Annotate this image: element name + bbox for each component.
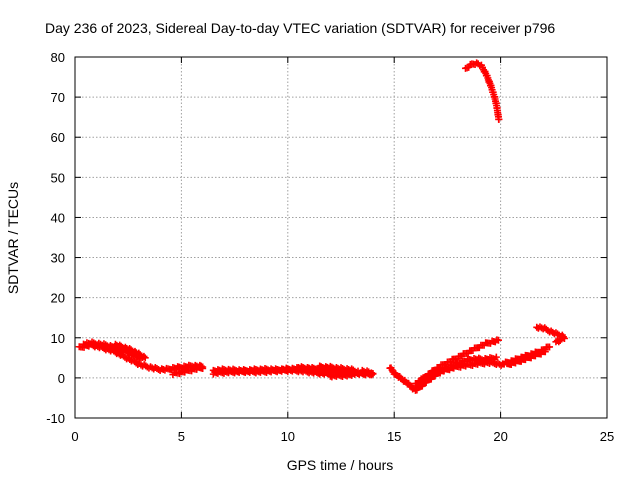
chart-title: Day 236 of 2023, Sidereal Day-to-day VTE… [45,20,555,36]
data-point [492,353,500,361]
data-point [199,365,207,373]
y-tick-label: 0 [58,371,65,386]
series-sdtvar [75,59,568,394]
x-tick-label: 15 [387,429,401,444]
x-tick-label: 25 [600,429,614,444]
data-point [348,371,356,379]
data-segment [358,366,377,379]
data-point [541,348,549,356]
x-tick-label: 10 [281,429,295,444]
data-segment [326,370,356,381]
y-tick-label: 40 [51,210,65,225]
y-tick-label: 20 [51,291,65,306]
y-axis-ticks: -10 0 10 20 30 40 50 60 70 80 [46,50,607,426]
data-segment [416,358,507,385]
y-tick-label: 30 [51,251,65,266]
data-point [546,343,554,351]
x-axis-label: GPS time / hours [287,457,394,473]
data-segment [461,59,503,123]
x-tick-label: 0 [71,429,78,444]
y-tick-label: 60 [51,130,65,145]
data-point [141,354,149,362]
data-segment [316,362,362,376]
data-segment [503,348,549,368]
y-tick-label: 70 [51,90,65,105]
x-tick-label: 20 [493,429,507,444]
data-segment [533,323,568,346]
y-tick-label: -10 [46,411,65,426]
grid [75,57,607,418]
data-point [140,352,148,360]
data-segment [111,340,149,362]
plot-border [74,56,608,419]
data-point [553,337,561,345]
data-points [75,59,568,394]
y-tick-label: 10 [51,331,65,346]
data-point [552,338,560,346]
data-segment [169,363,207,379]
data-point [369,370,377,378]
x-tick-label: 5 [178,429,185,444]
data-point [494,336,502,344]
data-point [368,371,376,379]
y-axis-label: SDTVAR / TECUs [5,182,21,294]
data-point [495,115,503,123]
data-point [354,367,362,375]
y-tick-label: 80 [51,50,65,65]
y-tick-label: 50 [51,170,65,185]
x-axis-ticks: 0 5 10 15 20 25 [71,57,614,444]
